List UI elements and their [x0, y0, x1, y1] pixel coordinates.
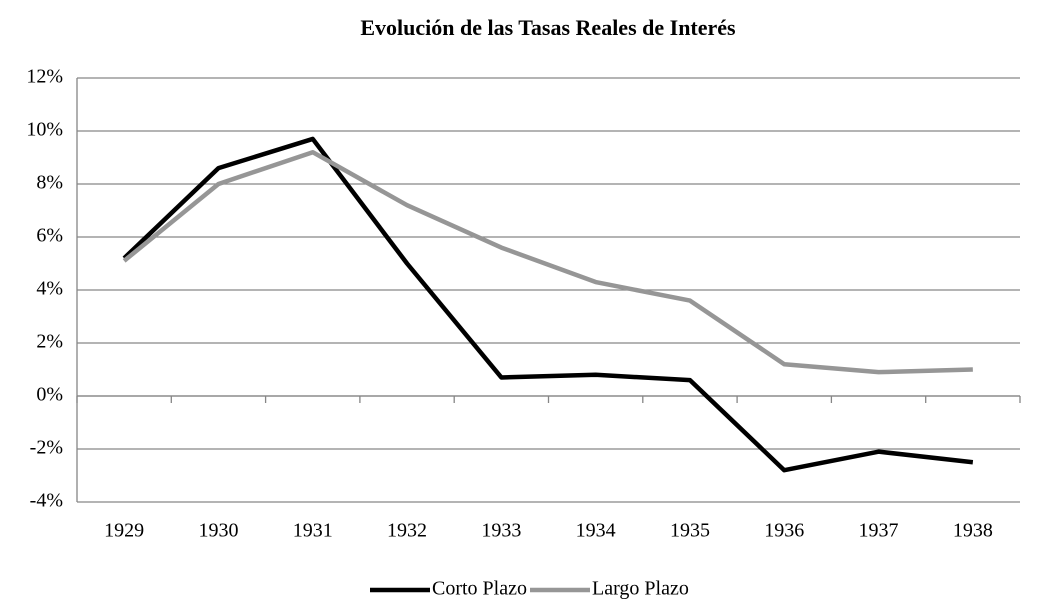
x-tick-label: 1934 [576, 520, 616, 542]
chart-title: Evolución de las Tasas Reales de Interés [360, 15, 736, 40]
y-tick-label: 10% [26, 119, 63, 141]
y-tick-label: 12% [26, 66, 63, 88]
y-tick-label: 6% [36, 225, 63, 247]
x-tick-label: 1930 [198, 520, 238, 542]
x-tick-label: 1936 [764, 520, 804, 542]
x-tick-label: 1932 [387, 520, 427, 542]
legend-label: Corto Plazo [432, 578, 527, 600]
series-line [122, 149, 973, 375]
x-tick-label: 1929 [104, 520, 144, 542]
y-tick-label: 8% [36, 172, 63, 194]
y-tick-label: 0% [36, 384, 63, 406]
x-tick-label: 1938 [953, 520, 993, 542]
legend-label: Largo Plazo [592, 578, 689, 600]
x-tick-label: 1935 [670, 520, 710, 542]
x-tick-label: 1933 [481, 520, 521, 542]
y-tick-label: -4% [30, 490, 63, 512]
x-tick-label: 1931 [293, 520, 333, 542]
y-tick-label: 4% [36, 278, 63, 300]
series-line [122, 136, 974, 473]
x-tick-label: 1937 [859, 520, 899, 542]
y-tick-label: -2% [30, 437, 63, 459]
y-tick-label: 2% [36, 331, 63, 353]
